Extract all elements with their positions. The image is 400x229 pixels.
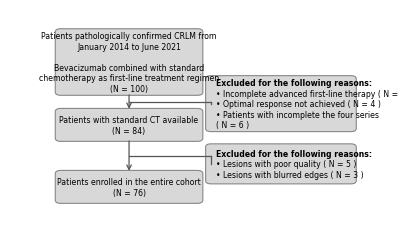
Text: chemotherapy as first-line treatment regimen: chemotherapy as first-line treatment reg… xyxy=(39,74,219,83)
Text: January 2014 to June 2021: January 2014 to June 2021 xyxy=(77,43,181,52)
Text: • Optimal response not achieved ( N = 4 ): • Optimal response not achieved ( N = 4 … xyxy=(216,100,381,109)
FancyBboxPatch shape xyxy=(206,144,356,184)
FancyBboxPatch shape xyxy=(55,30,203,96)
FancyBboxPatch shape xyxy=(55,171,203,203)
FancyBboxPatch shape xyxy=(55,109,203,142)
Text: • Patients with incomplete the four series: • Patients with incomplete the four seri… xyxy=(216,110,379,119)
Text: • Lesions with blurred edges ( N = 3 ): • Lesions with blurred edges ( N = 3 ) xyxy=(216,170,364,179)
Text: Patients enrolled in the entire cohort: Patients enrolled in the entire cohort xyxy=(57,177,201,186)
Text: ( N = 6 ): ( N = 6 ) xyxy=(216,120,249,129)
Text: Patients pathologically confirmed CRLM from: Patients pathologically confirmed CRLM f… xyxy=(41,32,217,41)
Text: (N = 76): (N = 76) xyxy=(112,188,146,197)
Text: Excluded for the following reasons:: Excluded for the following reasons: xyxy=(216,79,372,88)
Text: Excluded for the following reasons:: Excluded for the following reasons: xyxy=(216,149,372,158)
Text: • Incomplete advanced first-line therapy ( N = 6 ): • Incomplete advanced first-line therapy… xyxy=(216,89,400,98)
Text: (N = 84): (N = 84) xyxy=(112,126,146,135)
FancyBboxPatch shape xyxy=(206,76,356,132)
Text: • Lesions with poor quality ( N = 5 ): • Lesions with poor quality ( N = 5 ) xyxy=(216,160,356,169)
Text: Patients with standard CT available: Patients with standard CT available xyxy=(60,116,199,125)
Text: (N = 100): (N = 100) xyxy=(110,84,148,93)
Text: Bevacizumab combined with standard: Bevacizumab combined with standard xyxy=(54,63,204,72)
